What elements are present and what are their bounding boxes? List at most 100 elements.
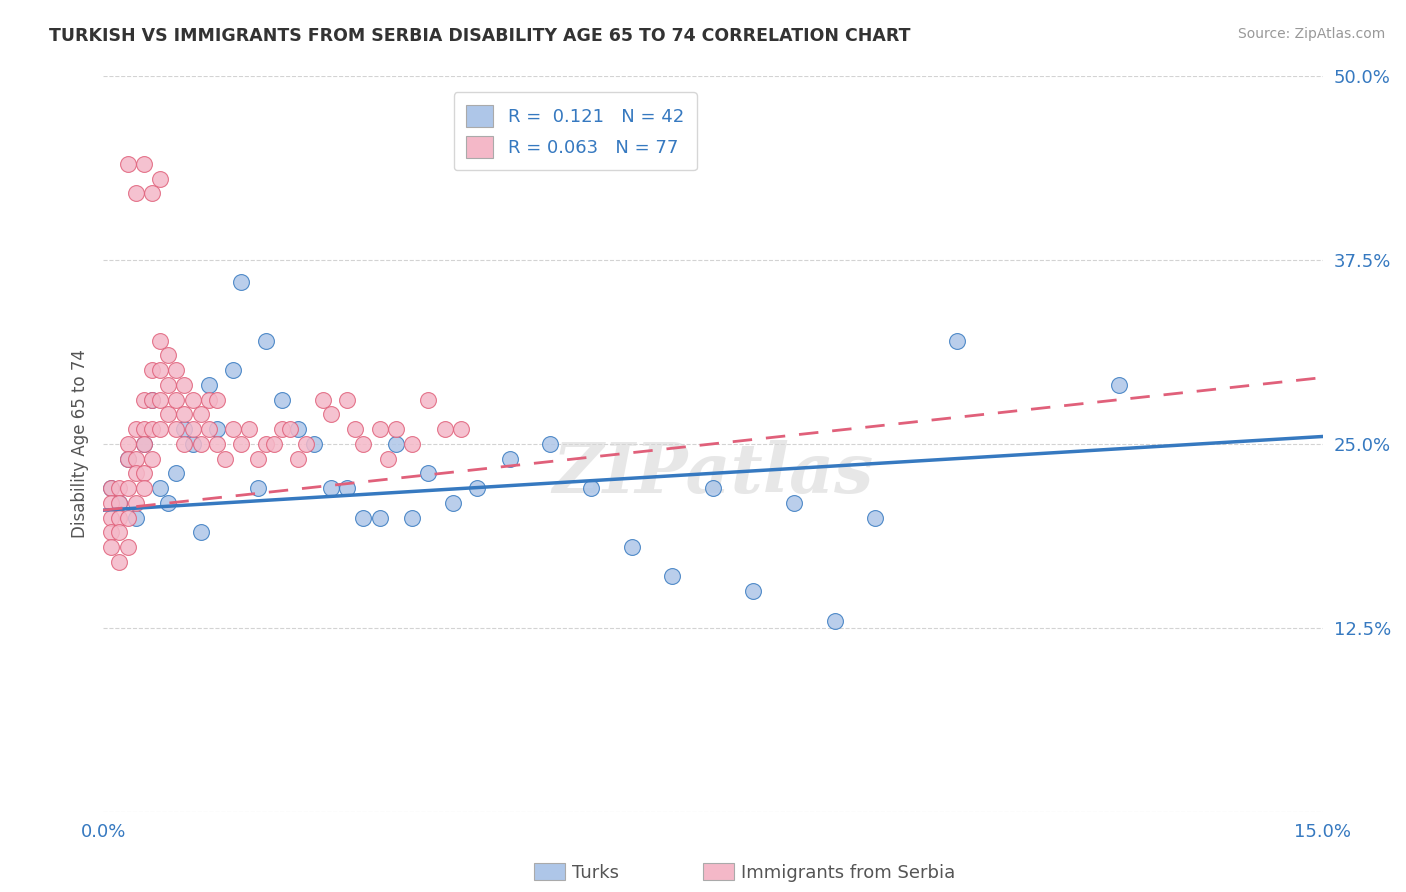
Point [141, 451, 163, 466]
Point [173, 437, 195, 451]
Point [190, 437, 212, 451]
Point [181, 422, 204, 436]
Point [141, 422, 163, 436]
Point [231, 275, 253, 289]
Point [157, 408, 180, 422]
Point [157, 348, 180, 362]
Point [149, 171, 172, 186]
Point [198, 392, 221, 407]
Point [141, 363, 163, 377]
Point [824, 614, 846, 628]
Point [401, 510, 423, 524]
Legend: R =  0.121   N = 42, R = 0.063   N = 77: R = 0.121 N = 42, R = 0.063 N = 77 [454, 92, 696, 170]
Point [384, 437, 406, 451]
Point [149, 334, 172, 348]
Point [108, 525, 131, 540]
Point [271, 392, 294, 407]
Point [278, 422, 301, 436]
Point [287, 422, 309, 436]
Point [190, 525, 212, 540]
Point [368, 422, 391, 436]
Point [742, 584, 765, 599]
Point [149, 481, 172, 495]
Point [141, 392, 163, 407]
Point [124, 510, 146, 524]
Point [117, 481, 139, 495]
Point [108, 481, 131, 495]
Point [238, 422, 260, 436]
Point [132, 437, 155, 451]
Point [271, 422, 294, 436]
Point [124, 467, 146, 481]
Point [246, 451, 269, 466]
Point [165, 363, 187, 377]
Point [132, 467, 155, 481]
Point [141, 186, 163, 201]
Point [368, 510, 391, 524]
Point [124, 422, 146, 436]
Point [418, 467, 440, 481]
Point [352, 437, 374, 451]
Point [538, 437, 561, 451]
Point [108, 510, 131, 524]
Point [149, 422, 172, 436]
Point [198, 378, 221, 392]
Point [141, 392, 163, 407]
Point [295, 437, 318, 451]
Point [579, 481, 602, 495]
Point [384, 422, 406, 436]
Point [190, 408, 212, 422]
Point [441, 496, 464, 510]
Point [173, 378, 195, 392]
Point [149, 392, 172, 407]
Point [352, 510, 374, 524]
Point [377, 451, 399, 466]
Point [117, 451, 139, 466]
Point [117, 451, 139, 466]
Text: ZIPatlas: ZIPatlas [553, 440, 873, 507]
Point [124, 451, 146, 466]
Point [222, 363, 245, 377]
Point [620, 540, 643, 554]
Point [108, 555, 131, 569]
Text: Turks: Turks [572, 864, 619, 882]
Point [132, 437, 155, 451]
Point [157, 496, 180, 510]
Point [319, 408, 342, 422]
Point [945, 334, 967, 348]
Point [205, 422, 228, 436]
Point [205, 392, 228, 407]
Point [165, 467, 187, 481]
Point [132, 157, 155, 171]
Point [1108, 378, 1130, 392]
Point [100, 510, 122, 524]
Text: Source: ZipAtlas.com: Source: ZipAtlas.com [1237, 27, 1385, 41]
Point [319, 481, 342, 495]
Point [117, 510, 139, 524]
Point [287, 451, 309, 466]
Point [100, 496, 122, 510]
Point [401, 437, 423, 451]
Point [702, 481, 724, 495]
Point [254, 437, 277, 451]
Point [100, 540, 122, 554]
Point [783, 496, 806, 510]
Point [132, 481, 155, 495]
Point [433, 422, 456, 436]
Point [198, 422, 221, 436]
Point [100, 481, 122, 495]
Point [132, 392, 155, 407]
Point [336, 392, 359, 407]
Point [124, 496, 146, 510]
Point [165, 392, 187, 407]
Point [498, 451, 520, 466]
Point [165, 422, 187, 436]
Point [865, 510, 887, 524]
Point [661, 569, 683, 583]
Point [311, 392, 333, 407]
Point [304, 437, 326, 451]
Point [173, 408, 195, 422]
Point [231, 437, 253, 451]
Point [100, 525, 122, 540]
Point [344, 422, 367, 436]
